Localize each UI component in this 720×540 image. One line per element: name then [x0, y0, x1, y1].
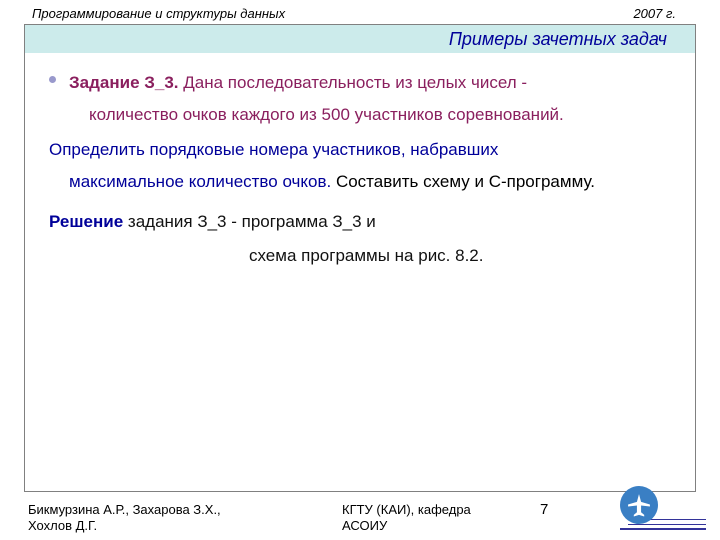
solution-label: Решение [49, 212, 123, 231]
task-text-line2: количество очков каждого из 500 участник… [69, 99, 671, 131]
task-text-line1: Дана последовательность из целых чисел - [179, 73, 528, 92]
header-year: 2007 г. [633, 6, 676, 21]
solution-line2: схема программы на рис. 8.2. [49, 240, 671, 272]
task-label: Задание З_3. [69, 73, 179, 92]
req-line1: Определить порядковые номера участников,… [49, 140, 498, 159]
header-course: Программирование и структуры данных [32, 6, 285, 21]
req-line2: максимальное количество очков. [69, 172, 336, 191]
content-frame: Примеры зачетных задач Задание З_3. Дана… [24, 24, 696, 492]
airplane-icon [620, 486, 658, 524]
requirement-paragraph: Определить порядковые номера участников,… [49, 134, 671, 199]
authors-line2: Хохлов Д.Г. [28, 518, 288, 534]
slide-title: Примеры зачетных задач [449, 29, 667, 50]
req-black: Составить схему и С-программу. [336, 172, 595, 191]
task-paragraph: Задание З_3. Дана последовательность из … [49, 67, 671, 132]
solution-paragraph: Решение задания З_3 - программа З_3 и [49, 206, 671, 238]
page-number: 7 [540, 501, 548, 518]
logo [598, 486, 706, 532]
title-bar: Примеры зачетных задач [25, 25, 695, 53]
footer-org: КГТУ (КАИ), кафедра АСОИУ [342, 502, 512, 535]
req-block: максимальное количество очков. Составить… [49, 166, 671, 198]
authors-line1: Бикмурзина А.Р., Захарова З.Х., [28, 502, 288, 518]
footer-authors: Бикмурзина А.Р., Захарова З.Х., Хохлов Д… [28, 502, 288, 535]
slide: Программирование и структуры данных 2007… [0, 0, 720, 540]
bullet-icon [49, 76, 56, 83]
org-line2: АСОИУ [342, 518, 512, 534]
org-line1: КГТУ (КАИ), кафедра [342, 502, 512, 518]
slide-body: Задание З_3. Дана последовательность из … [25, 53, 695, 273]
solution-rest: задания З_3 - программа З_3 и [123, 212, 376, 231]
